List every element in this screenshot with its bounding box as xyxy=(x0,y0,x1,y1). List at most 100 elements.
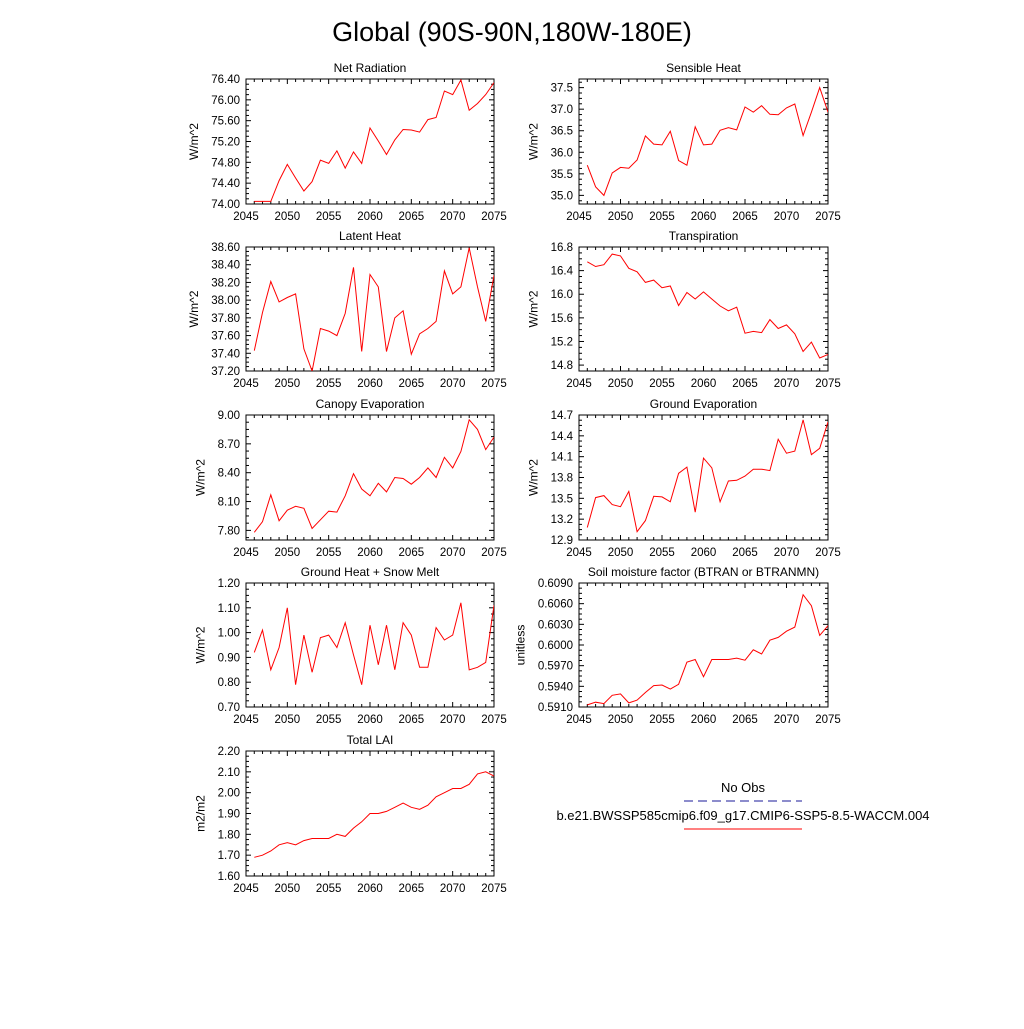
x-tick-label: 2075 xyxy=(815,378,841,390)
series-line xyxy=(253,247,494,371)
y-tick-label: 14.4 xyxy=(551,431,574,443)
y-tick-label: 38.20 xyxy=(211,277,240,289)
x-tick-label: 2055 xyxy=(649,547,675,559)
x-tick-label: 2055 xyxy=(316,211,342,223)
plot-frame xyxy=(245,246,495,372)
panel-latent-heat: Latent Heat 2045 2050 2055 2060 2065 2070 2075 3… xyxy=(187,229,507,390)
x-tick-label: 2070 xyxy=(774,714,800,726)
y-tick-label: 2.00 xyxy=(218,788,240,800)
series-line xyxy=(586,86,828,197)
x-tick-label: 2070 xyxy=(774,547,800,559)
y-tick-label: 14.8 xyxy=(551,360,573,372)
y-tick-label: 0.80 xyxy=(218,677,240,689)
y-axis-label: W/m^2 xyxy=(526,290,540,327)
x-tick-label: 2060 xyxy=(357,714,383,726)
y-tick-label: 38.40 xyxy=(211,260,240,272)
x-tick-label: 2065 xyxy=(732,211,758,223)
x-tick-label: 2050 xyxy=(275,378,301,390)
y-axis-label: W/m^2 xyxy=(187,290,201,327)
x-tick-label: 2045 xyxy=(233,714,259,726)
x-tick-label: 2050 xyxy=(608,378,634,390)
x-tick-label: 2065 xyxy=(732,547,758,559)
panel-title: Ground Evaporation xyxy=(650,397,757,411)
panels-group: Net Radiation 2045 2050 2055 2060 2065 2070 207… xyxy=(187,61,841,895)
x-tick-label: 2075 xyxy=(481,378,507,390)
x-tick-label: 2075 xyxy=(481,883,507,895)
y-tick-label: 13.2 xyxy=(551,514,573,526)
x-tick-label: 2070 xyxy=(440,883,466,895)
panel-net-radiation: Net Radiation 2045 2050 2055 2060 2065 2070 207… xyxy=(187,61,507,223)
y-tick-label: 15.2 xyxy=(551,336,573,348)
series-line xyxy=(253,418,494,533)
panel-title: Ground Heat + Snow Melt xyxy=(301,565,440,579)
y-tick-label: 1.20 xyxy=(218,578,240,590)
x-tick-label: 2045 xyxy=(566,378,592,390)
x-tick-label: 2045 xyxy=(566,547,592,559)
panel-ground-heat-snow-melt: Ground Heat + Snow Melt 2045 2050 2055 2060 2… xyxy=(193,565,506,726)
plot-frame xyxy=(578,582,829,708)
y-tick-label: 36.5 xyxy=(551,126,573,138)
x-tick-label: 2060 xyxy=(691,547,717,559)
x-tick-label: 2045 xyxy=(233,883,259,895)
y-tick-label: 0.70 xyxy=(218,702,240,714)
plot-frame xyxy=(245,78,495,205)
x-tick-label: 2075 xyxy=(815,714,841,726)
series-line xyxy=(586,419,828,533)
y-tick-label: 1.10 xyxy=(218,603,240,615)
x-tick-label: 2055 xyxy=(649,378,675,390)
x-tick-label: 2050 xyxy=(608,714,634,726)
panel-title: Transpiration xyxy=(669,229,739,243)
y-tick-label: 74.00 xyxy=(211,199,240,211)
x-tick-label: 2060 xyxy=(691,378,717,390)
x-tick-label: 2045 xyxy=(233,378,259,390)
y-axis-label: W/m^2 xyxy=(193,459,207,496)
y-tick-label: 15.6 xyxy=(551,313,573,325)
y-tick-label: 36.0 xyxy=(551,147,573,159)
series-line xyxy=(253,602,494,685)
y-tick-label: 0.6060 xyxy=(538,599,573,611)
y-tick-label: 37.80 xyxy=(211,313,240,325)
x-tick-label: 2070 xyxy=(440,211,466,223)
y-tick-label: 8.70 xyxy=(218,439,240,451)
y-tick-label: 1.90 xyxy=(218,809,240,821)
y-axis-label: W/m^2 xyxy=(526,459,540,496)
plot-frame xyxy=(245,414,495,541)
y-tick-label: 13.8 xyxy=(551,473,573,485)
y-tick-label: 0.5940 xyxy=(538,681,573,693)
y-tick-label: 35.0 xyxy=(551,190,573,202)
x-tick-label: 2075 xyxy=(481,714,507,726)
y-tick-label: 37.60 xyxy=(211,331,240,343)
plot-frame xyxy=(578,246,829,372)
y-tick-label: 75.60 xyxy=(211,116,240,128)
y-tick-label: 16.4 xyxy=(551,266,574,278)
x-tick-label: 2045 xyxy=(233,547,259,559)
y-tick-label: 37.40 xyxy=(211,348,240,360)
y-tick-label: 1.00 xyxy=(218,628,240,640)
x-tick-label: 2070 xyxy=(774,378,800,390)
y-tick-label: 14.7 xyxy=(551,410,573,422)
y-axis-label: W/m^2 xyxy=(187,123,201,160)
panel-sensible-heat: Sensible Heat 2045 2050 2055 2060 2065 2070 207… xyxy=(526,61,840,223)
x-tick-label: 2050 xyxy=(275,547,301,559)
series-line xyxy=(587,253,828,359)
y-tick-label: 38.00 xyxy=(211,295,240,307)
y-tick-label: 0.6030 xyxy=(538,619,573,631)
y-tick-label: 0.6090 xyxy=(538,578,573,590)
x-tick-label: 2060 xyxy=(357,547,383,559)
y-tick-label: 8.10 xyxy=(218,497,240,509)
x-tick-label: 2055 xyxy=(649,211,675,223)
panel-title: Soil moisture factor (BTRAN or BTRANMN) xyxy=(588,565,819,579)
panel-transpiration: Transpiration 2045 2050 2055 2060 2065 2070 207… xyxy=(526,229,840,390)
x-tick-label: 2075 xyxy=(481,547,507,559)
y-tick-label: 37.20 xyxy=(211,366,240,378)
y-tick-label: 0.6000 xyxy=(538,640,573,652)
y-tick-label: 16.0 xyxy=(551,289,573,301)
x-tick-label: 2065 xyxy=(399,883,425,895)
x-tick-label: 2075 xyxy=(815,547,841,559)
x-tick-label: 2065 xyxy=(399,714,425,726)
series-line xyxy=(587,593,828,706)
legend-model-label: b.e21.BWSSP585cmip6.f09_g17.CMIP6-SSP5-8… xyxy=(556,808,929,823)
y-tick-label: 74.80 xyxy=(211,157,240,169)
y-tick-label: 9.00 xyxy=(218,410,240,422)
y-tick-label: 0.5970 xyxy=(538,661,573,673)
